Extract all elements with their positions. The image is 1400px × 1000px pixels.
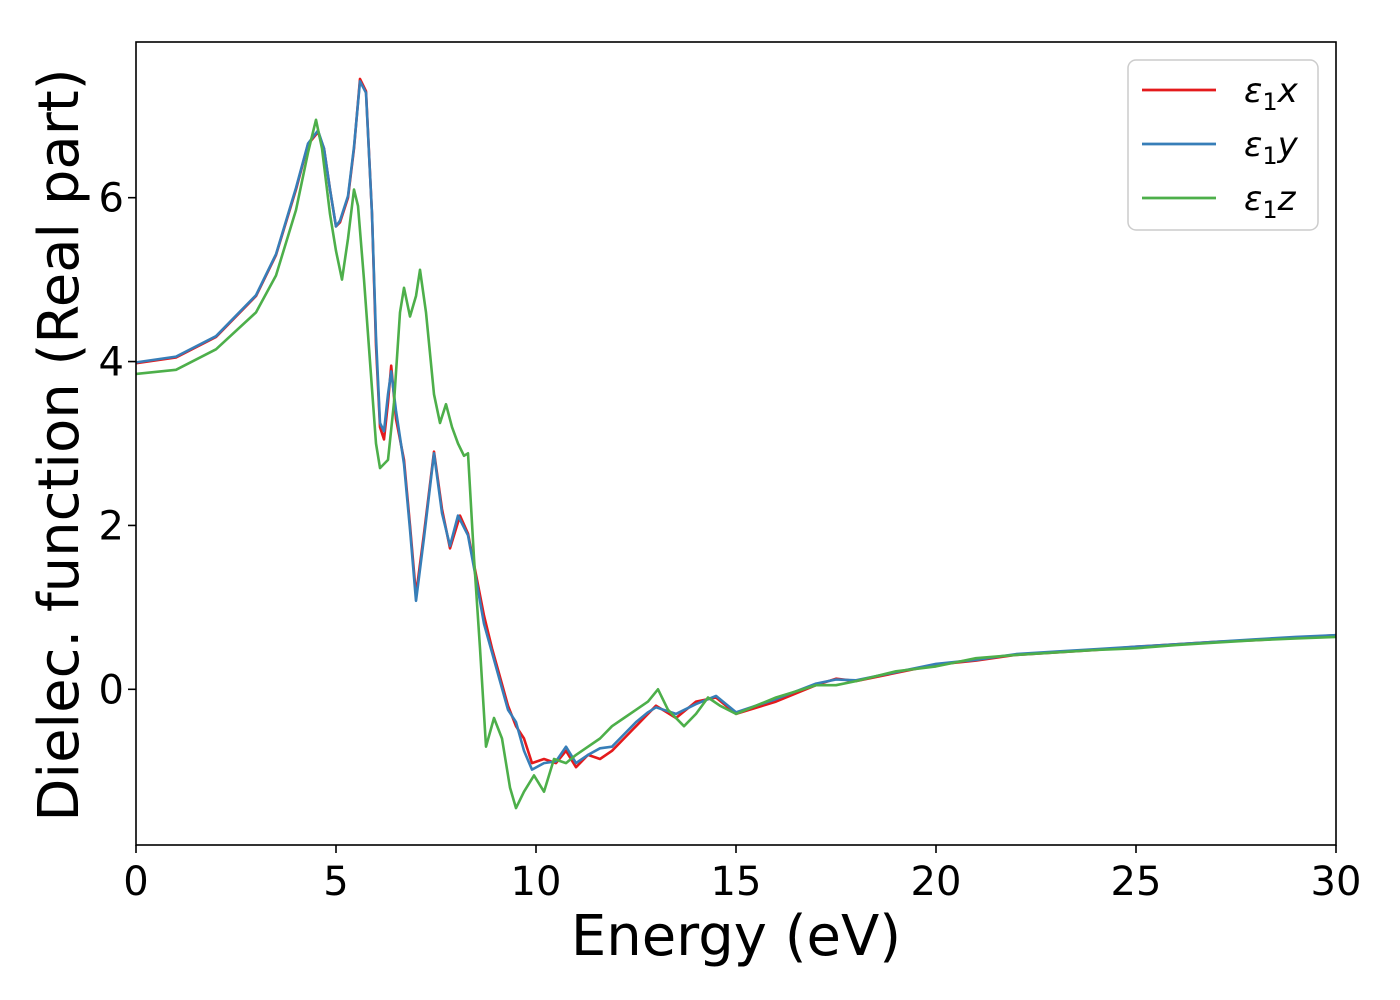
legend-label-x: ε1x bbox=[1244, 71, 1299, 116]
x-tick-label: 20 bbox=[911, 859, 962, 905]
legend-label-y: ε1y bbox=[1244, 125, 1299, 170]
y-tick-label: 2 bbox=[99, 503, 124, 549]
x-tick-label: 30 bbox=[1311, 859, 1362, 905]
legend-label-z: ε1z bbox=[1244, 179, 1297, 224]
y-tick-label: 4 bbox=[99, 340, 124, 386]
y-tick-label: 6 bbox=[99, 176, 124, 222]
x-tick-label: 25 bbox=[1111, 859, 1162, 905]
legend: ε1x ε1y ε1z bbox=[1127, 59, 1319, 231]
series-line-z bbox=[136, 118, 1336, 810]
y-axis-label: Dielec. function (Real part) bbox=[27, 68, 92, 821]
y-axis: 0 2 4 6 bbox=[99, 176, 136, 713]
x-tick-label: 0 bbox=[123, 859, 148, 905]
x-axis-label: Energy (eV) bbox=[571, 904, 901, 969]
legend-box bbox=[1127, 59, 1319, 231]
x-tick-label: 5 bbox=[323, 859, 348, 905]
x-tick-label: 10 bbox=[511, 859, 562, 905]
x-axis: 0 5 10 15 20 25 30 bbox=[123, 845, 1361, 905]
x-tick-label: 15 bbox=[711, 859, 762, 905]
series-lines bbox=[136, 77, 1336, 810]
y-tick-label: 0 bbox=[99, 667, 124, 713]
